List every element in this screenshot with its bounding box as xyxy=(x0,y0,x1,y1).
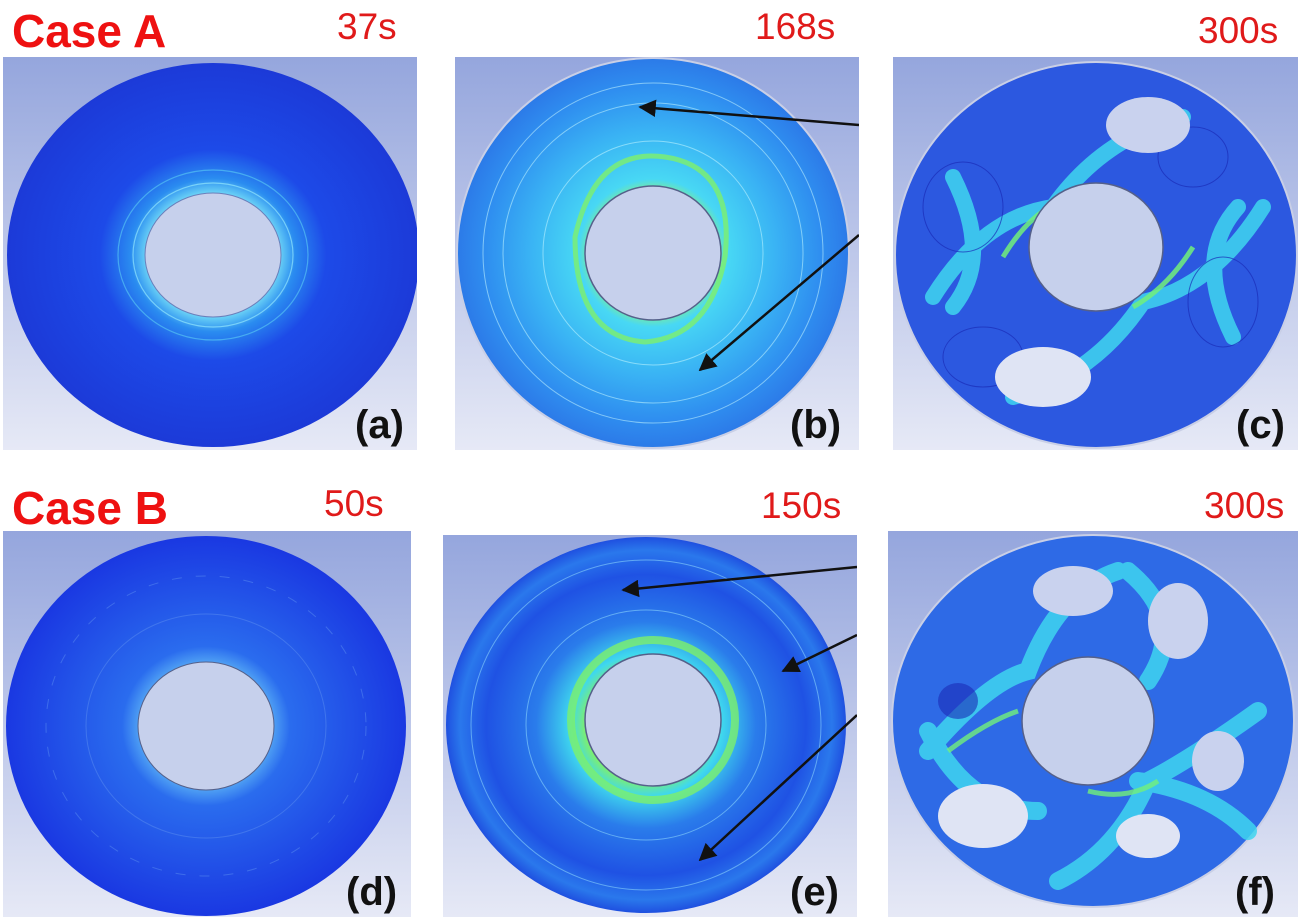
panel-label-d: (d) xyxy=(346,870,398,914)
case-b-title: Case B xyxy=(12,482,168,534)
panel-label-b: (b) xyxy=(790,403,842,447)
panel-label-c: (c) xyxy=(1236,403,1285,447)
time-label-e: 150s xyxy=(761,485,842,526)
time-label-a: 37s xyxy=(337,6,397,47)
panel-a: (a) xyxy=(3,57,417,450)
streamline-plot-d xyxy=(3,531,411,917)
panel-d: (d) xyxy=(3,531,411,917)
time-label-f: 300s xyxy=(1204,485,1285,526)
panel-e: (e) xyxy=(443,535,857,917)
panel-b: (b) xyxy=(455,57,859,450)
panel-f: (f) xyxy=(888,531,1298,917)
panel-label-e: (e) xyxy=(790,870,839,914)
time-label-b: 168s xyxy=(755,6,836,47)
panel-label-f: (f) xyxy=(1235,870,1275,914)
time-label-c: 300s xyxy=(1198,10,1279,51)
streamline-plot-e xyxy=(443,535,857,917)
streamline-plot-c xyxy=(893,57,1298,450)
streamline-plot-f xyxy=(888,531,1298,917)
panel-c: (c) xyxy=(893,57,1298,450)
streamline-plot-b xyxy=(455,57,859,450)
streamline-plot-a xyxy=(3,57,417,450)
panel-label-a: (a) xyxy=(355,403,404,447)
case-a-title: Case A xyxy=(12,5,167,57)
time-label-d: 50s xyxy=(324,483,384,524)
